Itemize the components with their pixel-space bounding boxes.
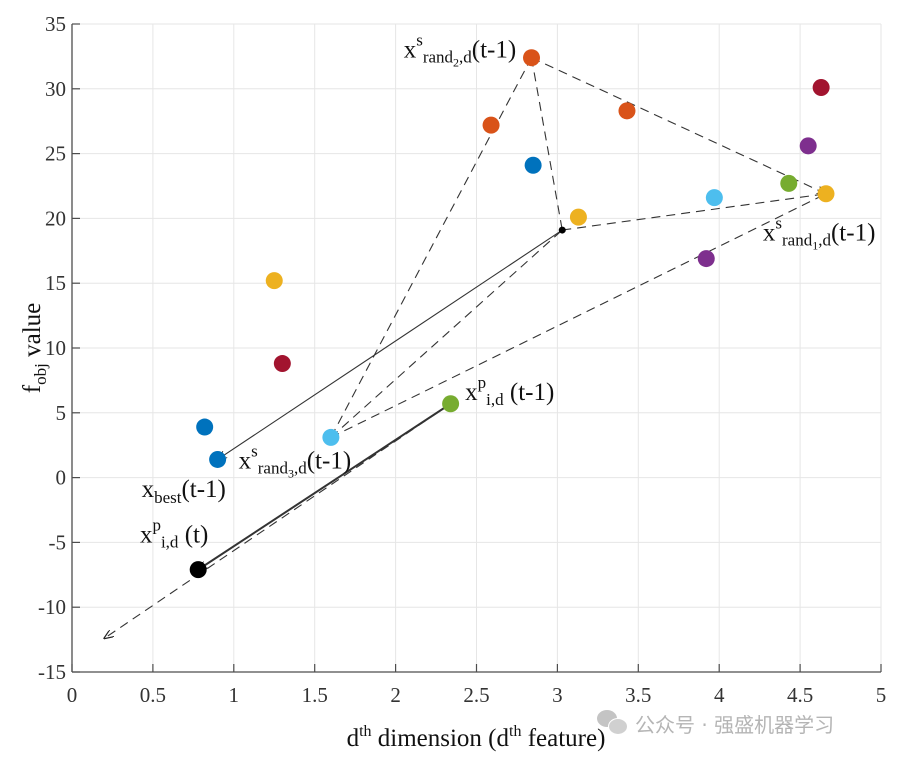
y-tick-label: 5 (56, 401, 67, 425)
data-point (569, 208, 587, 226)
point-x-rand3 (322, 428, 340, 446)
points (189, 49, 835, 579)
center-point (558, 226, 566, 234)
annotation-best: xbest(t-1) (142, 476, 226, 507)
dashed-vector-line (104, 403, 451, 639)
watermark-text: 公众号 · 强盛机器学习 (635, 712, 835, 737)
solid-vector-line (198, 402, 452, 570)
x-tick-label: 1 (229, 683, 240, 707)
x-tick-label: 2.5 (463, 683, 489, 707)
dashed-vector-line (562, 193, 827, 231)
annotation-pprev: xpi,d (t-1) (465, 373, 554, 409)
y-tick-label: 10 (45, 336, 66, 360)
tick-labels: 0 0.5 1 1.5 2 2.5 3 3.5 4 4.5 5 -15 -10 -5 0 5 10 15 20 25 3… (38, 12, 886, 707)
y-tick-label: -5 (49, 530, 67, 554)
point-x-p-prev (442, 395, 460, 413)
x-tick-label: 3.5 (625, 683, 651, 707)
dashed-vector-line (330, 229, 563, 438)
x-tick-label: 2 (390, 683, 401, 707)
x-tick-label: 4 (714, 683, 725, 707)
x-tick-label: 0.5 (140, 683, 166, 707)
x-tick-label: 3 (552, 683, 563, 707)
watermark: 公众号 · 强盛机器学习 (597, 708, 834, 738)
data-point (780, 174, 798, 192)
y-axis-title: fobj value (19, 303, 50, 393)
point-x-best (209, 450, 227, 468)
x-axis-title: dth dimension (dth feature) (347, 723, 606, 752)
y-tick-label: -15 (38, 660, 66, 684)
point-x-rand1 (817, 185, 835, 203)
dashed-vector-line (531, 57, 826, 194)
y-tick-label: 15 (45, 271, 66, 295)
x-tick-label: 4.5 (787, 683, 813, 707)
point-x-p-new (189, 561, 207, 579)
annotations: xsrand2,d(t-1) xsrand1,d(t-1) xsrand3,d(t-… (140, 31, 875, 552)
data-point (618, 102, 636, 120)
y-tick-label: 0 (56, 466, 67, 490)
dashed-vector-line (330, 193, 827, 438)
y-tick-label: 20 (45, 206, 66, 230)
dashed-vector-line (330, 57, 532, 438)
annotation-pnew: xpi,d (t) (140, 515, 208, 551)
segments (104, 57, 827, 639)
data-point (196, 418, 214, 436)
annotation-rand2: xsrand2,d(t-1) (404, 31, 517, 70)
solid-vector-line (218, 229, 563, 459)
wechat-icon (597, 710, 628, 736)
annotation-rand1: xsrand1,d(t-1) (763, 213, 876, 252)
data-point (799, 137, 817, 155)
data-point (265, 272, 283, 290)
y-tick-label: 30 (45, 77, 66, 101)
axes (71, 23, 882, 673)
x-tick-label: 0 (67, 683, 78, 707)
x-tick-label: 5 (876, 683, 887, 707)
y-tick-label: -10 (38, 595, 66, 619)
y-tick-label: 25 (45, 142, 66, 166)
data-point (697, 250, 715, 268)
data-point (273, 355, 291, 373)
annotation-rand3: xsrand3,d(t-1) (239, 442, 352, 481)
data-point (524, 156, 542, 174)
data-point (482, 116, 500, 134)
data-point (705, 189, 723, 207)
point-x-rand2 (523, 49, 541, 67)
data-point (812, 79, 830, 97)
x-tick-label: 1.5 (302, 683, 328, 707)
y-tick-label: 35 (45, 12, 66, 36)
